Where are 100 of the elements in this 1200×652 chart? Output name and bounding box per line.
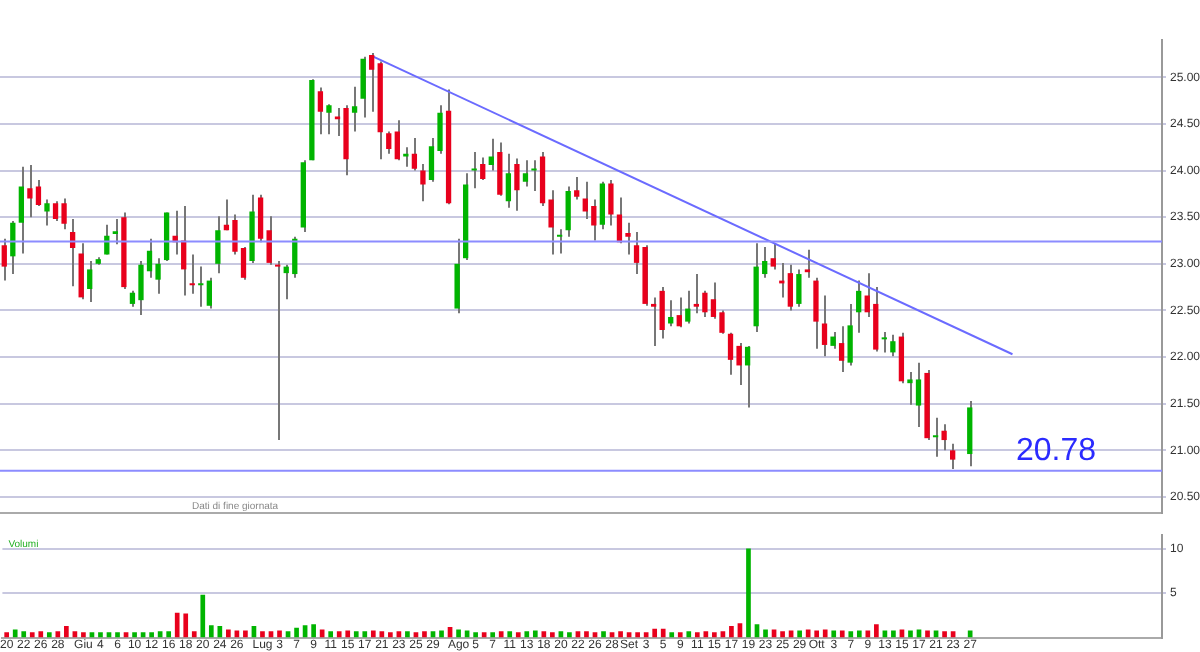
bar xyxy=(294,627,299,638)
candlestick xyxy=(189,253,195,295)
candlestick xyxy=(967,399,973,468)
bar xyxy=(166,631,172,638)
candlestick xyxy=(326,103,332,136)
bar xyxy=(822,629,828,638)
candlestick xyxy=(78,242,84,301)
bar xyxy=(550,632,555,638)
candlestick xyxy=(206,276,212,310)
bar xyxy=(149,632,154,638)
candlestick xyxy=(198,265,204,308)
candlestick xyxy=(702,289,708,318)
bar xyxy=(405,631,410,638)
candlestick xyxy=(744,344,751,409)
candlestick xyxy=(787,263,793,312)
candlestick xyxy=(838,325,845,373)
candlestick xyxy=(856,279,862,334)
bar xyxy=(81,632,86,638)
bar xyxy=(712,632,717,638)
candlestick xyxy=(915,361,922,429)
candlestick xyxy=(394,119,400,162)
candlestick xyxy=(215,215,221,275)
bar xyxy=(729,626,734,638)
bar xyxy=(856,630,862,638)
bar xyxy=(524,631,530,638)
candlestick xyxy=(813,276,819,350)
candlestick xyxy=(599,180,606,231)
bar xyxy=(456,629,461,638)
ref-line-label: 20.78 xyxy=(1016,433,1097,468)
bar xyxy=(277,630,282,638)
candlestick xyxy=(522,159,529,188)
candlestick xyxy=(625,221,631,256)
candlestick xyxy=(514,157,520,212)
bar xyxy=(677,632,683,638)
bar xyxy=(183,613,189,638)
candlestick xyxy=(796,268,802,308)
candlestick xyxy=(659,286,665,340)
candlestick xyxy=(488,137,494,172)
bar xyxy=(55,631,61,638)
candlestick xyxy=(847,302,853,367)
candlestick xyxy=(898,331,905,385)
candlestick xyxy=(821,294,828,358)
bar xyxy=(64,626,69,638)
candlestick xyxy=(881,330,887,354)
bar xyxy=(660,628,666,638)
candlestick xyxy=(950,442,956,470)
bar xyxy=(132,632,137,638)
bar xyxy=(21,631,27,638)
candlestick xyxy=(35,178,42,207)
bar xyxy=(925,630,930,638)
bar xyxy=(652,628,658,638)
bar xyxy=(532,630,538,638)
candlestick xyxy=(471,150,477,190)
bar xyxy=(473,632,478,638)
bar xyxy=(694,632,700,638)
bar xyxy=(490,632,496,638)
bar xyxy=(797,630,802,638)
candlestick xyxy=(52,200,59,222)
bar xyxy=(439,630,444,638)
bar xyxy=(635,632,640,638)
bar xyxy=(567,632,572,638)
bar xyxy=(362,631,368,638)
candlestick xyxy=(932,416,939,458)
candlestick xyxy=(480,156,486,181)
bar xyxy=(669,632,675,638)
bar xyxy=(618,631,623,638)
candlestick xyxy=(87,260,93,304)
candlestick xyxy=(317,86,324,136)
bar xyxy=(379,631,385,638)
bar xyxy=(814,630,820,638)
candlestick xyxy=(497,141,503,197)
bar xyxy=(260,631,265,638)
candlestick xyxy=(736,342,742,387)
candlestick xyxy=(351,85,358,133)
bar xyxy=(345,630,351,638)
candlestick xyxy=(27,163,33,219)
bar xyxy=(780,631,785,638)
candlestick xyxy=(411,136,418,172)
candlestick xyxy=(608,178,614,227)
candlestick xyxy=(275,260,281,442)
bar xyxy=(98,632,103,638)
bar xyxy=(942,631,947,638)
bar xyxy=(38,631,44,638)
bar xyxy=(191,631,197,638)
bar xyxy=(353,631,359,638)
bar xyxy=(541,631,547,638)
candlestick xyxy=(403,146,409,168)
bar xyxy=(908,630,913,638)
candlestick xyxy=(531,159,537,193)
candlestick xyxy=(565,185,571,238)
bar xyxy=(328,631,334,638)
candlestick xyxy=(574,176,580,201)
bar xyxy=(498,631,504,638)
bar xyxy=(4,632,10,638)
bar xyxy=(12,629,18,638)
bar xyxy=(217,626,223,638)
bar xyxy=(208,625,214,638)
bar xyxy=(46,632,52,638)
candlestick xyxy=(44,198,50,227)
candlestick xyxy=(582,180,588,221)
